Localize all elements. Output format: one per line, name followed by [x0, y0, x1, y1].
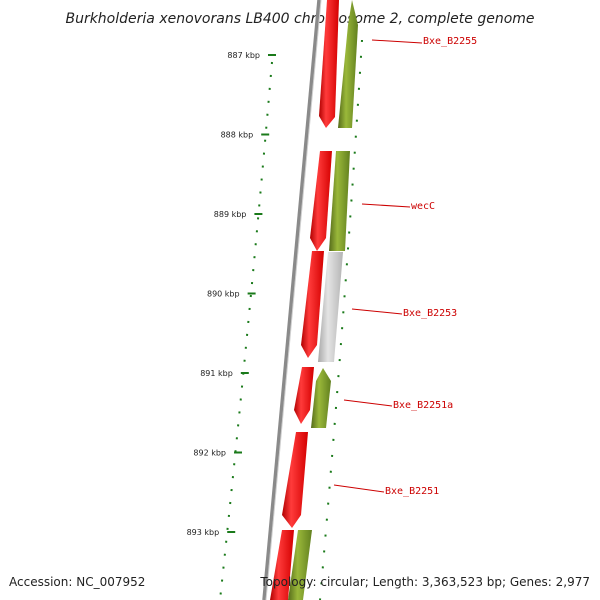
leader-line	[351, 308, 403, 315]
gene-arrow-forward	[282, 432, 308, 528]
ruler-tick-label: 890 kbp	[207, 290, 240, 299]
ruler-tick-label: 893 kbp	[187, 528, 220, 537]
backbone-outer-line	[262, 0, 321, 600]
ruler-tick-label: 891 kbp	[200, 369, 233, 378]
backbone-inner-line	[265, 0, 322, 600]
ruler: 887 kbp 888 kbp 889 kbp 890 kbp 891 kbp 892 k…	[187, 51, 276, 600]
gene-labels: Bxe_B2255 wecC Bxe_B2253 Bxe_B2251a Bxe_…	[385, 36, 477, 497]
accession-text: Accession: NC_007952	[9, 575, 145, 589]
ruler-tick-label: 888 kbp	[221, 131, 254, 140]
gene-leader-lines	[333, 39, 423, 493]
ruler-tick-label: 889 kbp	[214, 210, 247, 219]
gene-arrow-forward	[294, 367, 314, 424]
gene-arrow-reverse	[311, 368, 331, 428]
gene-label: wecC	[411, 201, 435, 212]
gene-arrow-forward	[301, 251, 324, 358]
gene-label: Bxe_B2251a	[393, 400, 453, 411]
gene-arrow-reverse	[288, 530, 312, 600]
genome-summary-text: Topology: circular; Length: 3,363,523 bp…	[259, 575, 590, 589]
gene-arrow-forward	[310, 151, 332, 251]
leader-line	[371, 39, 423, 44]
reverse-strand-genes	[288, 0, 358, 600]
gene-arrow-reverse	[329, 151, 350, 251]
leader-line	[343, 399, 393, 407]
gene-arrow-forward	[270, 530, 294, 600]
gene-label: Bxe_B2251	[385, 486, 439, 497]
gene-label: Bxe_B2253	[403, 308, 457, 319]
forward-strand-genes	[270, 0, 339, 600]
gene-label: Bxe_B2255	[423, 36, 477, 47]
ruler-dotted-line	[219, 61, 273, 600]
map-title: Burkholderia xenovorans LB400 chromosome…	[65, 11, 534, 27]
gene-arrow-pseudo	[318, 252, 343, 362]
leader-line	[333, 484, 385, 493]
leader-line	[361, 203, 411, 208]
ruler-tick-label: 887 kbp	[227, 51, 260, 60]
ruler-tick-label: 892 kbp	[193, 449, 226, 458]
gene-arrow-forward	[319, 0, 339, 128]
gene-arrow-reverse	[338, 0, 358, 128]
